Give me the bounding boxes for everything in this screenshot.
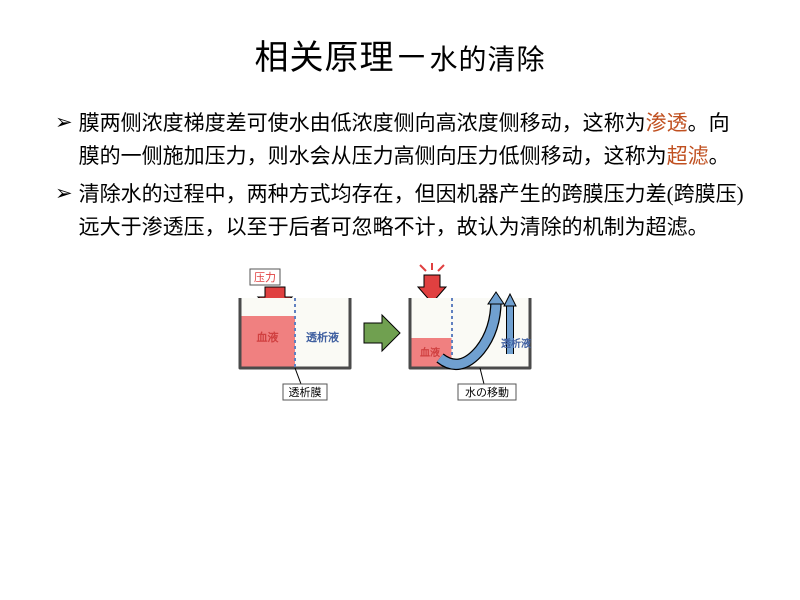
svg-text:水の移動: 水の移動	[465, 385, 509, 399]
bullet-arrow-icon: ➢	[55, 178, 73, 243]
bullet-item: ➢膜两侧浓度梯度差可使水由低浓度侧向高浓度侧移动，这称为渗透。向膜的一侧施加压力…	[55, 107, 745, 172]
text-segment: 。	[709, 144, 730, 168]
svg-text:压力: 压力	[254, 271, 276, 284]
diagram-area: 压力血液透析液透析膜血液透析液水の移動	[55, 263, 745, 413]
svg-text:透析膜: 透析膜	[289, 385, 322, 399]
svg-text:透析液: 透析液	[501, 337, 531, 350]
svg-text:血液: 血液	[257, 330, 280, 344]
slide: 相关原理－水的清除 ➢膜两侧浓度梯度差可使水由低浓度侧向高浓度侧移动，这称为渗透…	[0, 0, 800, 433]
bullet-arrow-icon: ➢	[55, 107, 73, 172]
bullet-text: 清除水的过程中，两种方式均存在，但因机器产生的跨膜压力差(跨膜压)远大于渗透压，…	[79, 178, 745, 243]
title-main: 相关原理－	[254, 40, 429, 77]
svg-text:血液: 血液	[420, 346, 440, 359]
text-segment: 清除水的过程中，两种方式均存在，但因机器产生的跨膜压力差(跨膜压)远大于渗透压，…	[79, 182, 744, 239]
text-segment: 膜两侧浓度梯度差可使水由低浓度侧向高浓度侧移动，这称为	[79, 111, 646, 135]
slide-title: 相关原理－水的清除	[55, 30, 745, 79]
text-segment: 渗透	[646, 111, 688, 135]
bullet-list: ➢膜两侧浓度梯度差可使水由低浓度侧向高浓度侧移动，这称为渗透。向膜的一侧施加压力…	[55, 107, 745, 243]
ultrafiltration-diagram: 压力血液透析液透析膜血液透析液水の移動	[220, 263, 580, 413]
bullet-item: ➢清除水的过程中，两种方式均存在，但因机器产生的跨膜压力差(跨膜压)远大于渗透压…	[55, 178, 745, 243]
title-sub: 水的清除	[429, 45, 545, 76]
text-segment: 超滤	[667, 144, 709, 168]
svg-text:透析液: 透析液	[306, 330, 340, 344]
bullet-text: 膜两侧浓度梯度差可使水由低浓度侧向高浓度侧移动，这称为渗透。向膜的一侧施加压力，…	[79, 107, 745, 172]
